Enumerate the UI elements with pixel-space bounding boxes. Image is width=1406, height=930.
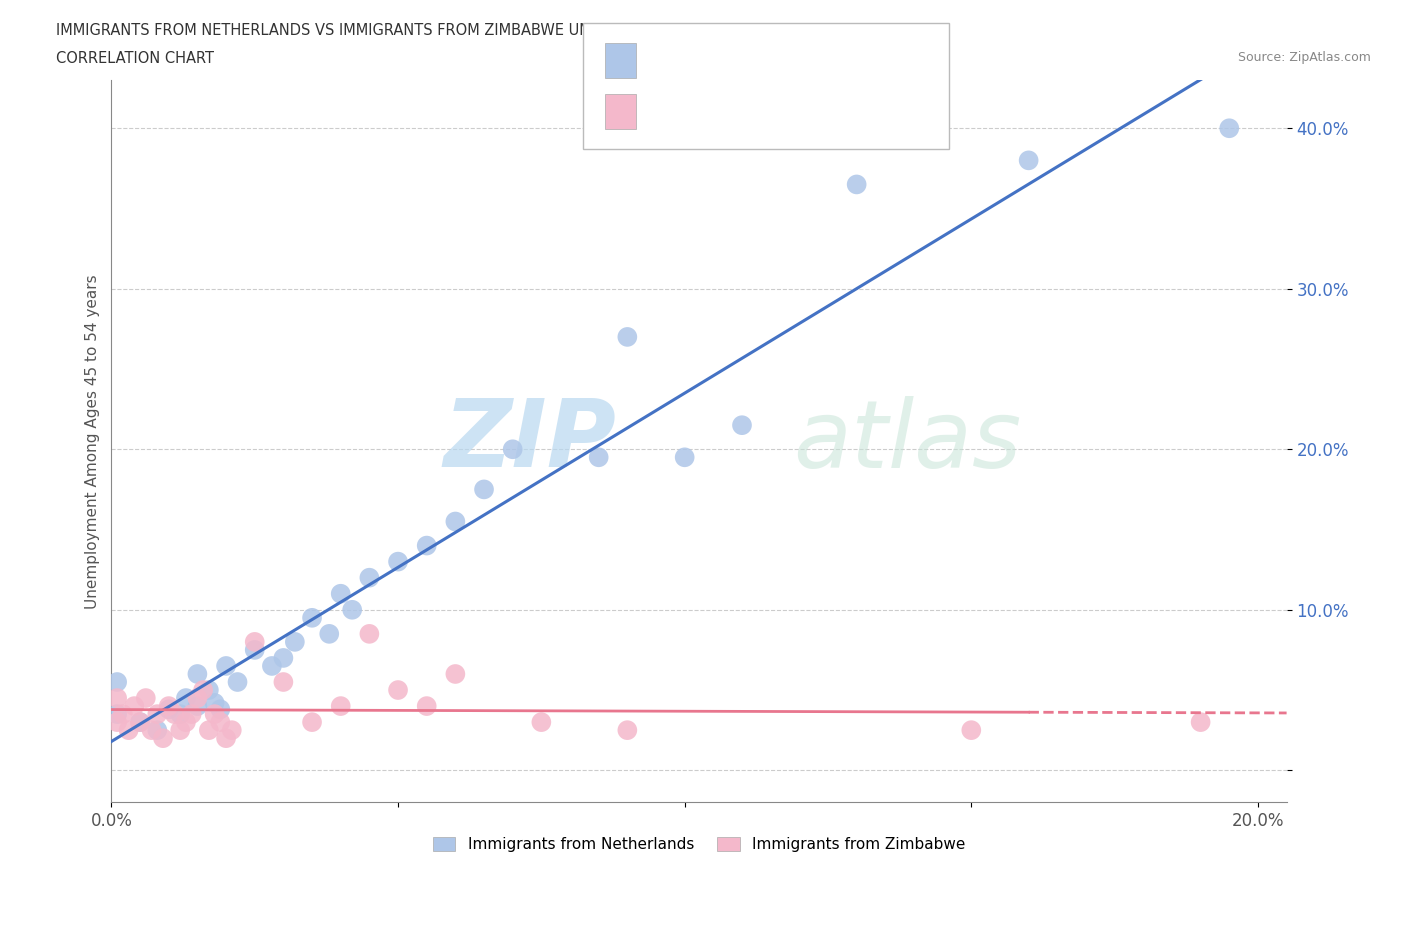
Point [146, 707, 169, 722]
Point [673, 450, 696, 465]
Point [163, 707, 186, 722]
Point [198, 683, 221, 698]
Point [105, 691, 128, 706]
Point [191, 683, 214, 698]
Point [444, 667, 467, 682]
Text: N = 34: N = 34 [794, 102, 856, 121]
Point [215, 658, 238, 673]
Text: -0.086: -0.086 [686, 102, 745, 121]
Point [226, 674, 249, 689]
Text: Source: ZipAtlas.com: Source: ZipAtlas.com [1237, 51, 1371, 64]
Point [186, 691, 208, 706]
Text: ZIP: ZIP [444, 395, 617, 487]
Point [444, 514, 467, 529]
Point [1018, 153, 1040, 167]
Point [387, 554, 409, 569]
Point [209, 714, 232, 729]
Point [169, 707, 191, 722]
Point [359, 570, 381, 585]
Point [960, 723, 983, 737]
Text: 0.639: 0.639 [686, 51, 738, 70]
Point [129, 714, 152, 729]
Point [135, 691, 157, 706]
Point [301, 610, 323, 625]
Point [260, 658, 283, 673]
Point [502, 442, 524, 457]
Point [472, 482, 495, 497]
Point [117, 723, 139, 737]
Point [731, 418, 754, 432]
Point [415, 538, 437, 553]
Point [141, 723, 163, 737]
Point [616, 723, 638, 737]
Point [1189, 714, 1212, 729]
Point [415, 698, 437, 713]
Point [105, 674, 128, 689]
Point [284, 634, 307, 649]
Y-axis label: Unemployment Among Ages 45 to 54 years: Unemployment Among Ages 45 to 54 years [86, 274, 100, 608]
Point [174, 691, 197, 706]
Point [204, 707, 226, 722]
Point [221, 723, 243, 737]
Point [152, 731, 174, 746]
Text: R =: R = [644, 102, 681, 121]
Point [204, 696, 226, 711]
Point [273, 650, 295, 665]
Point [124, 698, 146, 713]
Point [340, 603, 363, 618]
Text: atlas: atlas [793, 396, 1021, 486]
Point [318, 627, 340, 642]
Point [359, 627, 381, 642]
Point [209, 702, 232, 717]
Point [105, 707, 128, 722]
Legend: Immigrants from Netherlands, Immigrants from Zimbabwe: Immigrants from Netherlands, Immigrants … [425, 829, 973, 859]
Point [186, 667, 208, 682]
Point [105, 714, 128, 729]
Point [588, 450, 610, 465]
Point [530, 714, 553, 729]
Point [329, 586, 352, 601]
Point [186, 698, 208, 713]
Point [111, 707, 134, 722]
Point [174, 714, 197, 729]
Point [243, 643, 266, 658]
Point [129, 714, 152, 729]
Point [1218, 121, 1240, 136]
Point [273, 674, 295, 689]
Text: N = 35: N = 35 [773, 51, 835, 70]
Text: IMMIGRANTS FROM NETHERLANDS VS IMMIGRANTS FROM ZIMBABWE UNEMPLOYMENT AMONG AGES : IMMIGRANTS FROM NETHERLANDS VS IMMIGRANT… [56, 23, 918, 38]
Text: R =: R = [644, 51, 681, 70]
Point [387, 683, 409, 698]
Point [329, 698, 352, 713]
Point [180, 707, 202, 722]
Point [169, 723, 191, 737]
Point [146, 723, 169, 737]
Point [301, 714, 323, 729]
Point [198, 723, 221, 737]
Point [845, 177, 868, 192]
Text: CORRELATION CHART: CORRELATION CHART [56, 51, 214, 66]
Point [215, 731, 238, 746]
Point [616, 329, 638, 344]
Point [157, 698, 180, 713]
Point [157, 702, 180, 717]
Point [243, 634, 266, 649]
